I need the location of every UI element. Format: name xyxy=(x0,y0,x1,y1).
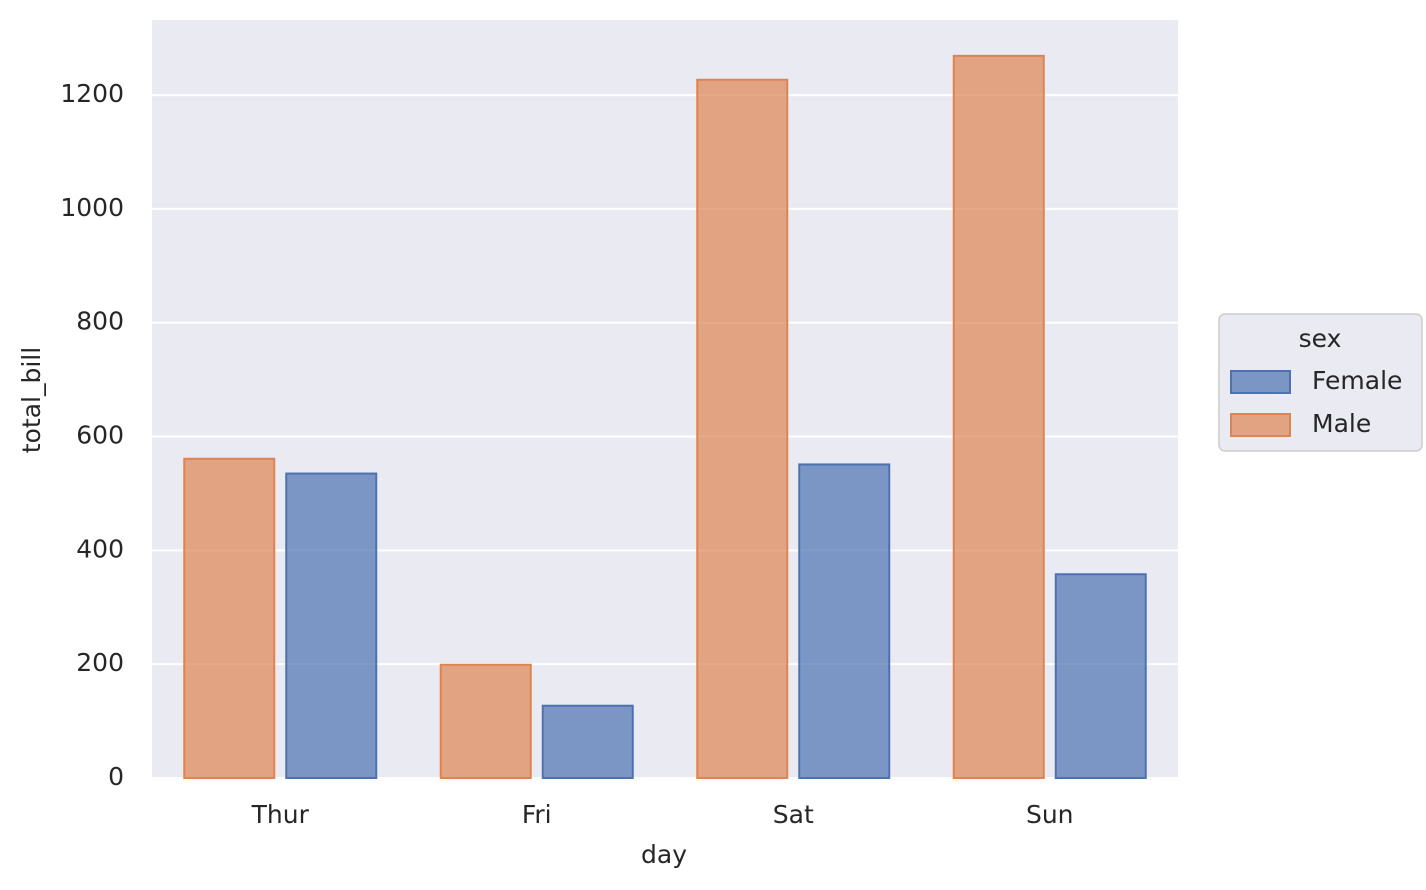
x-tick-label: Fri xyxy=(522,800,552,829)
y-tick-label: 200 xyxy=(76,648,124,677)
y-tick-label: 600 xyxy=(76,421,124,450)
y-tick-label: 800 xyxy=(76,307,124,336)
legend: sex Female Male xyxy=(1218,313,1423,452)
bar xyxy=(696,78,789,779)
bar xyxy=(285,472,378,779)
y-tick-label: 1000 xyxy=(60,193,124,222)
x-tick-label: Sun xyxy=(1026,800,1074,829)
x-tick-label: Sat xyxy=(773,800,814,829)
bar xyxy=(1054,573,1147,779)
y-tick-label: 1200 xyxy=(60,79,124,108)
legend-label: Female xyxy=(1312,366,1402,395)
bar xyxy=(798,463,891,779)
x-tick-label: Thur xyxy=(251,800,310,829)
legend-title: sex xyxy=(1299,324,1342,353)
bar xyxy=(952,54,1045,779)
bar xyxy=(439,663,532,779)
legend-label: Male xyxy=(1312,409,1371,438)
y-tick-label: 0 xyxy=(108,762,124,791)
bar xyxy=(183,457,276,779)
legend-swatch xyxy=(1230,413,1291,437)
y-tick-label: 400 xyxy=(76,534,124,563)
bar xyxy=(541,704,634,779)
legend-swatch xyxy=(1230,370,1291,394)
y-axis-label: total_bill xyxy=(17,347,46,453)
x-axis-label: day xyxy=(641,840,687,869)
bars xyxy=(183,54,1147,779)
